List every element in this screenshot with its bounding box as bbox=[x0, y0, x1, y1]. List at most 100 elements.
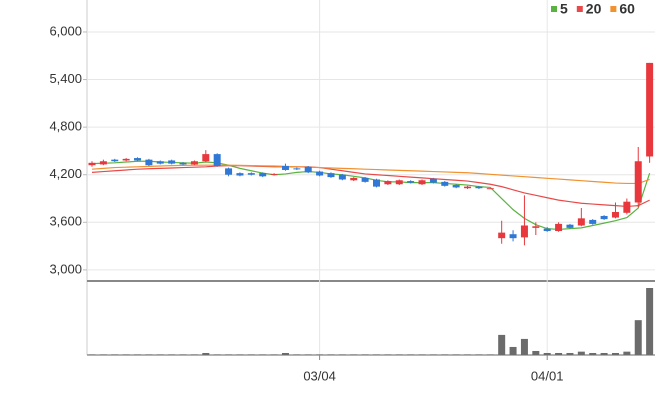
candle-body bbox=[452, 185, 460, 188]
candle-body bbox=[190, 161, 198, 165]
candle-body bbox=[600, 215, 608, 220]
volume-bar bbox=[611, 352, 619, 355]
candle-body bbox=[145, 159, 153, 166]
candle-body bbox=[156, 161, 164, 164]
candle-body bbox=[543, 228, 551, 232]
candle-body bbox=[316, 171, 324, 176]
candle-body bbox=[566, 224, 574, 228]
candle-body bbox=[213, 154, 221, 167]
candle-body bbox=[623, 201, 631, 213]
candle-body bbox=[634, 161, 642, 203]
volume-bar bbox=[190, 354, 198, 355]
volume-bar bbox=[429, 354, 437, 355]
volume-bar bbox=[168, 354, 176, 355]
candle-body bbox=[281, 166, 289, 170]
y-tick-label: 4,800 bbox=[49, 119, 82, 134]
volume-bar bbox=[316, 354, 324, 355]
x-tick-label: 03/04 bbox=[303, 368, 336, 383]
candle-body bbox=[350, 177, 358, 181]
moving-average-line bbox=[91, 160, 651, 231]
volume-bar bbox=[623, 351, 631, 355]
legend: 5 20 60 bbox=[551, 1, 635, 17]
volume-bar bbox=[600, 352, 608, 355]
candle-body bbox=[179, 162, 187, 165]
candle-body bbox=[361, 177, 369, 182]
candle-body bbox=[111, 159, 119, 162]
volume-bar bbox=[304, 354, 312, 355]
candle-body bbox=[247, 173, 255, 175]
volume-bar bbox=[338, 354, 346, 355]
volume-bar bbox=[555, 352, 563, 355]
volume-bar bbox=[99, 354, 107, 355]
volume-bar bbox=[327, 354, 335, 355]
legend-label: 5 bbox=[560, 1, 568, 17]
candle-body bbox=[464, 186, 472, 189]
legend-swatch bbox=[610, 6, 617, 12]
candle-body bbox=[270, 173, 278, 175]
candle-body bbox=[498, 232, 506, 239]
volume-bar bbox=[373, 354, 380, 355]
volume-bar bbox=[111, 354, 119, 355]
volume-bar bbox=[464, 354, 472, 355]
candle-body bbox=[589, 219, 597, 224]
y-tick-label: 4,200 bbox=[49, 166, 82, 181]
candle-body bbox=[304, 166, 312, 173]
volume-bar bbox=[225, 354, 233, 355]
candle-body bbox=[168, 160, 176, 164]
volume-bar bbox=[452, 354, 460, 355]
volume-bar bbox=[520, 338, 528, 355]
y-tick-label: 3,600 bbox=[49, 214, 82, 229]
candle-body bbox=[555, 223, 563, 232]
legend-label: 60 bbox=[619, 1, 635, 17]
candle-body bbox=[429, 178, 437, 183]
volume-bar bbox=[498, 334, 506, 355]
candle-body bbox=[475, 186, 483, 189]
volume-bar bbox=[589, 352, 597, 355]
candle-body bbox=[225, 168, 233, 175]
volume-bar bbox=[88, 354, 96, 355]
candle-body bbox=[338, 174, 346, 180]
volume-bar bbox=[145, 354, 153, 355]
volume-bar bbox=[532, 350, 540, 355]
legend-swatch bbox=[551, 6, 557, 12]
x-tick-label: 04/01 bbox=[531, 368, 564, 383]
volume-bar bbox=[179, 354, 187, 355]
volume-bar bbox=[202, 352, 210, 355]
candle-body bbox=[577, 218, 585, 226]
candle-body bbox=[520, 225, 528, 238]
candle-body bbox=[418, 180, 426, 185]
volume-bar bbox=[441, 354, 449, 355]
volume-bar bbox=[577, 351, 585, 355]
y-tick-label: 6,000 bbox=[49, 23, 82, 38]
volume-bar bbox=[122, 354, 130, 355]
moving-average-line bbox=[91, 165, 650, 208]
volume-bar bbox=[213, 354, 221, 355]
candle-body bbox=[441, 181, 449, 186]
y-tick-label: 3,000 bbox=[49, 261, 82, 276]
volume-bar bbox=[247, 354, 255, 355]
volume-bar bbox=[134, 354, 142, 355]
candle-body bbox=[532, 226, 540, 228]
candle-body bbox=[134, 158, 142, 161]
volume-bar bbox=[407, 354, 415, 355]
candle-body bbox=[293, 168, 301, 170]
candle-body bbox=[407, 181, 415, 183]
volume-bar bbox=[236, 354, 244, 355]
candle-body bbox=[646, 62, 654, 157]
volume-bar bbox=[156, 354, 164, 355]
volume-bar bbox=[566, 352, 574, 355]
candle-body bbox=[373, 179, 380, 187]
candle-body bbox=[509, 234, 517, 239]
volume-bar bbox=[475, 354, 483, 355]
legend-swatch bbox=[576, 6, 583, 12]
candle-body bbox=[236, 173, 244, 176]
volume-bar bbox=[486, 354, 494, 355]
volume-bar bbox=[259, 354, 267, 355]
volume-bar bbox=[281, 352, 289, 355]
volume-bar bbox=[270, 354, 278, 355]
volume-bar bbox=[646, 288, 654, 355]
y-tick-label: 5,400 bbox=[49, 71, 82, 86]
volume-bar bbox=[384, 354, 392, 355]
candle-body bbox=[384, 181, 392, 185]
